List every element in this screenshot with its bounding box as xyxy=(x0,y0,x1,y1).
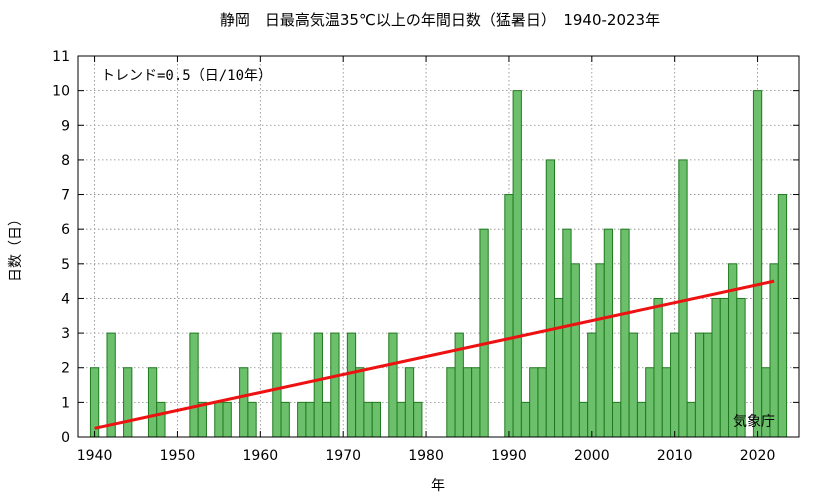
y-tick-label: 11 xyxy=(52,49,70,65)
bar-1977 xyxy=(396,401,406,438)
bar-1969 xyxy=(330,332,340,438)
bar-2014 xyxy=(703,332,713,438)
x-tick-label: 2010 xyxy=(657,448,693,464)
bar-2013 xyxy=(694,332,705,438)
bar-1971 xyxy=(346,332,357,438)
bar-1968 xyxy=(321,401,332,438)
bar-1944 xyxy=(123,367,133,438)
x-tick-label: 2020 xyxy=(740,448,776,464)
bar-2016 xyxy=(719,297,730,438)
bar-1994 xyxy=(537,367,547,438)
bar-1956 xyxy=(222,401,232,438)
bar-2023 xyxy=(777,194,788,438)
bar-2003 xyxy=(612,401,622,438)
bar-1993 xyxy=(529,367,539,438)
bar-2006 xyxy=(636,401,647,438)
y-axis-label: 日数（日） xyxy=(8,212,24,282)
y-tick-label: 6 xyxy=(61,222,70,238)
bar-1973 xyxy=(363,401,373,438)
bar-1983 xyxy=(446,367,456,438)
bar-1996 xyxy=(554,297,564,438)
chart-title: 静岡 日最高気温35℃以上の年間日数（猛暑日） 1940-2023年 xyxy=(220,11,660,29)
bar-1948 xyxy=(156,401,166,438)
bar-2008 xyxy=(653,297,663,438)
bar-1953 xyxy=(197,401,207,438)
bar-1991 xyxy=(512,90,522,438)
bar-2004 xyxy=(620,228,630,438)
x-tick-label: 1960 xyxy=(243,448,279,464)
plot-frame xyxy=(77,55,800,438)
y-tick-label: 2 xyxy=(61,361,70,377)
bar-2015 xyxy=(711,297,721,438)
bar-1972 xyxy=(355,367,365,438)
x-tick-label: 1990 xyxy=(491,448,527,464)
y-tick-label: 1 xyxy=(61,395,70,411)
bar-2012 xyxy=(686,401,696,438)
bar-1990 xyxy=(504,194,514,438)
bar-1998 xyxy=(570,263,580,438)
bar-1963 xyxy=(280,401,290,438)
x-axis-label: 年 xyxy=(431,478,445,494)
bar-1952 xyxy=(189,332,199,438)
y-tick-label: 7 xyxy=(61,188,70,204)
bar-1959 xyxy=(247,401,257,438)
trend-annotation: トレンド=0.5（日/10年） xyxy=(101,68,272,84)
bar-2010 xyxy=(670,332,680,438)
bar-2001 xyxy=(595,263,605,438)
y-tick-label: 5 xyxy=(61,257,70,273)
axis-ticks: 0 1 2 3 4 5 6 7 8 9 10 11 1940 1950 1960 1970 1980 1990 20… xyxy=(52,49,799,464)
y-tick-label: 4 xyxy=(61,291,70,307)
bar-2000 xyxy=(587,332,597,438)
trend-layer xyxy=(94,279,775,430)
bar-1995 xyxy=(545,159,556,438)
bar-1966 xyxy=(305,401,315,438)
bar-1978 xyxy=(404,367,415,438)
bar-2009 xyxy=(661,367,672,438)
bar-1955 xyxy=(214,401,224,438)
trend-line xyxy=(94,279,775,430)
y-tick-label: 10 xyxy=(52,84,70,100)
bar-2022 xyxy=(769,263,779,438)
y-tick-label: 8 xyxy=(61,153,70,169)
x-tick-label: 1980 xyxy=(408,448,444,464)
bar-1992 xyxy=(520,401,531,438)
bar-1974 xyxy=(371,401,381,438)
bar-1997 xyxy=(562,228,572,438)
bar-1965 xyxy=(297,401,307,438)
x-tick-label: 1950 xyxy=(160,448,196,464)
bar-1979 xyxy=(413,401,423,438)
bar-2002 xyxy=(603,228,614,438)
x-tick-label: 2000 xyxy=(574,448,610,464)
y-tick-label: 3 xyxy=(61,326,70,342)
grid-lines xyxy=(78,56,799,437)
bar-1958 xyxy=(239,367,249,438)
bar-1987 xyxy=(479,228,489,438)
bar-1967 xyxy=(313,332,323,438)
y-tick-label: 0 xyxy=(61,430,70,446)
source-label: 気象庁 xyxy=(733,414,775,430)
bar-2020 xyxy=(752,90,763,438)
x-tick-label: 1970 xyxy=(325,448,361,464)
bar-1942 xyxy=(106,332,116,438)
bar-2005 xyxy=(628,332,638,438)
y-tick-label: 9 xyxy=(61,118,70,134)
bar-1999 xyxy=(578,401,589,438)
bar-1962 xyxy=(272,332,282,438)
bar-2011 xyxy=(678,159,688,438)
bar-1986 xyxy=(471,367,481,438)
bar-1976 xyxy=(388,332,398,438)
bar-1985 xyxy=(462,367,473,438)
x-tick-label: 1940 xyxy=(77,448,113,464)
bar-1947 xyxy=(147,367,158,438)
bar-2007 xyxy=(645,367,655,438)
